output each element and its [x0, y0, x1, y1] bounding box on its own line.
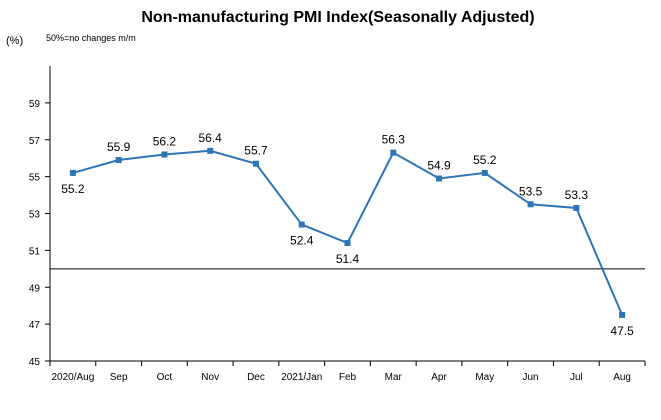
x-tick-label: Jun [523, 372, 539, 383]
baseline-note: 50%=no changes m/m [46, 33, 136, 43]
data-label: 47.5 [610, 324, 634, 338]
data-point [161, 151, 168, 158]
x-tick-label: 2021/Jan [281, 372, 322, 383]
y-ticks: 45 47 49 51 53 55 57 59 [29, 99, 50, 368]
series-line [72, 149, 624, 316]
data-point [390, 149, 397, 156]
data-point [298, 221, 305, 228]
y-tick-label: 47 [29, 320, 41, 331]
data-label: 55.2 [61, 182, 85, 196]
x-tick-label: 2020/Aug [51, 372, 94, 383]
data-point [115, 157, 122, 164]
data-label: 56.4 [199, 131, 223, 145]
y-tick-label: 59 [29, 99, 41, 110]
data-point [69, 169, 76, 176]
data-points [69, 147, 626, 318]
x-tick-label: May [475, 372, 494, 383]
data-point [481, 169, 488, 176]
x-tick-label: Sep [110, 372, 128, 383]
data-point [207, 147, 214, 154]
y-tick-label: 55 [29, 173, 41, 184]
data-point [619, 311, 626, 318]
data-label: 53.5 [519, 184, 543, 198]
data-label: 55.7 [244, 144, 268, 158]
y-tick-label: 53 [29, 210, 41, 221]
x-tick-label: Nov [201, 372, 219, 383]
x-tick-label: Mar [385, 372, 403, 383]
data-label: 55.9 [107, 140, 131, 154]
y-tick-label: 51 [29, 246, 41, 257]
x-tick-label: Jul [570, 372, 583, 383]
x-tick-label: Feb [339, 372, 357, 383]
x-tick-label: Apr [431, 372, 447, 383]
x-ticks: 2020/Aug Sep Oct Nov Dec 2021/Jan Feb Mar Apr May… [49, 361, 646, 383]
chart-title: Non-manufacturing PMI Index(Seasonally A… [141, 9, 534, 26]
y-tick-label: 49 [29, 283, 41, 294]
data-label: 56.3 [382, 133, 406, 147]
data-label: 53.3 [565, 188, 589, 202]
y-tick-label: 45 [29, 357, 41, 368]
data-label: 55.2 [473, 153, 497, 167]
data-point [252, 160, 259, 167]
data-point [573, 204, 580, 211]
data-label: 52.4 [290, 234, 314, 248]
x-tick-label: Oct [157, 372, 173, 383]
x-tick-label: Aug [613, 372, 631, 383]
data-label: 56.2 [153, 135, 177, 149]
data-label: 54.9 [427, 158, 451, 172]
data-point [344, 240, 351, 246]
y-tick-label: 57 [29, 136, 41, 147]
x-tick-label: Dec [247, 372, 265, 383]
data-point [527, 201, 534, 208]
y-unit-label: (%) [6, 35, 23, 47]
data-point [436, 175, 443, 182]
data-label: 51.4 [336, 252, 360, 266]
data-labels: 55.2 55.9 56.2 56.4 55.7 52.4 51.4 56.3 54.9 55.2… [61, 131, 634, 338]
